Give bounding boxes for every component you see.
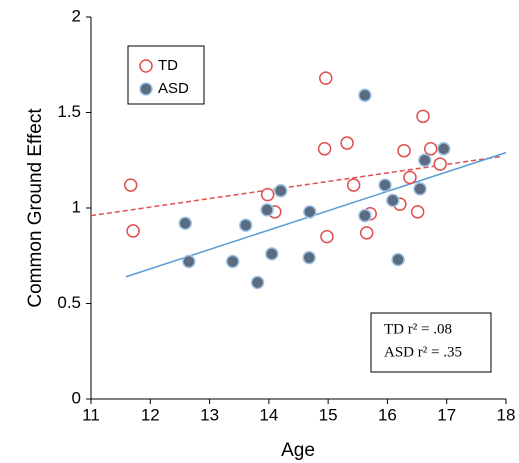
point bbox=[346, 178, 361, 192]
legend-marker bbox=[139, 59, 153, 73]
point bbox=[413, 182, 427, 196]
legend-marker bbox=[139, 82, 153, 96]
point bbox=[225, 254, 240, 269]
point bbox=[391, 252, 405, 267]
point bbox=[182, 254, 196, 269]
legend-label: TD bbox=[158, 57, 178, 74]
point bbox=[178, 216, 193, 231]
point bbox=[273, 184, 288, 198]
point bbox=[238, 218, 253, 232]
point bbox=[123, 178, 138, 192]
y-axis-label: Common Ground Effect bbox=[25, 108, 46, 308]
y-tick-label: 1 bbox=[72, 197, 81, 216]
point bbox=[260, 187, 275, 202]
annotation-box bbox=[370, 312, 492, 373]
annotation: ASD r² = .35 bbox=[384, 344, 462, 360]
point bbox=[423, 142, 438, 156]
point bbox=[358, 208, 372, 223]
point bbox=[317, 142, 332, 156]
point bbox=[437, 142, 451, 156]
point bbox=[303, 205, 317, 219]
x-tick-label: 12 bbox=[141, 405, 160, 424]
y-tick-label: 1.5 bbox=[57, 102, 81, 121]
point bbox=[359, 226, 374, 240]
x-tick-label: 18 bbox=[497, 405, 516, 424]
point bbox=[416, 109, 430, 124]
x-tick-label: 16 bbox=[378, 405, 397, 424]
legend-box bbox=[127, 45, 205, 105]
point bbox=[320, 229, 334, 244]
x-tick-label: 17 bbox=[437, 405, 456, 424]
x-axis-label: Age bbox=[281, 440, 315, 461]
x-tick-label: 15 bbox=[319, 405, 338, 424]
annotation: TD r² = .08 bbox=[384, 321, 452, 337]
x-tick-label: 11 bbox=[82, 405, 100, 424]
point bbox=[126, 224, 140, 238]
y-tick-label: 0.5 bbox=[57, 293, 81, 312]
point bbox=[340, 136, 354, 150]
point bbox=[358, 88, 372, 103]
point bbox=[433, 157, 447, 171]
point bbox=[418, 153, 432, 167]
point bbox=[397, 143, 411, 158]
point bbox=[250, 275, 265, 290]
point bbox=[260, 203, 274, 217]
point bbox=[319, 71, 333, 85]
legend-label: ASD bbox=[158, 80, 189, 97]
point bbox=[302, 250, 316, 265]
point bbox=[403, 170, 417, 185]
y-tick-label: 2 bbox=[72, 6, 81, 25]
point bbox=[378, 178, 392, 192]
point bbox=[386, 193, 400, 208]
x-tick-label: 14 bbox=[259, 405, 278, 424]
trend-line bbox=[90, 155, 502, 217]
x-tick-label: 13 bbox=[200, 405, 219, 424]
point bbox=[265, 247, 279, 261]
y-tick-label: 0 bbox=[72, 388, 81, 407]
point bbox=[410, 205, 425, 219]
